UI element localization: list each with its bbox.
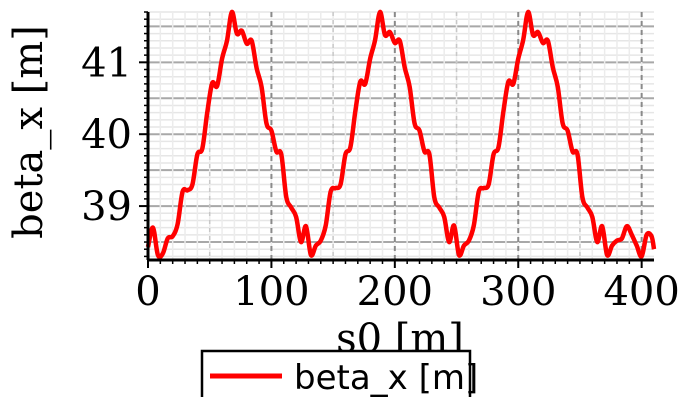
y-tick-label: 40 xyxy=(81,112,132,158)
series-line-beta-x xyxy=(145,9,657,260)
axes xyxy=(139,11,654,268)
tick-labels: 0 100 200 300 400 39 40 41 xyxy=(81,40,678,315)
series-layer xyxy=(145,9,657,260)
legend: beta_x [m] xyxy=(200,349,478,397)
x-tick-label: 100 xyxy=(233,269,309,315)
legend-label: beta_x [m] xyxy=(294,358,478,397)
x-tick-label: 400 xyxy=(603,269,678,315)
y-tick-label: 41 xyxy=(81,40,132,86)
x-tick-label: 300 xyxy=(480,269,556,315)
x-tick-label: 200 xyxy=(357,269,433,315)
y-axis-label: beta_x [m] xyxy=(6,25,52,239)
x-tick-label: 0 xyxy=(135,269,160,315)
y-tick-label: 39 xyxy=(81,184,132,230)
legend-box xyxy=(200,349,472,397)
